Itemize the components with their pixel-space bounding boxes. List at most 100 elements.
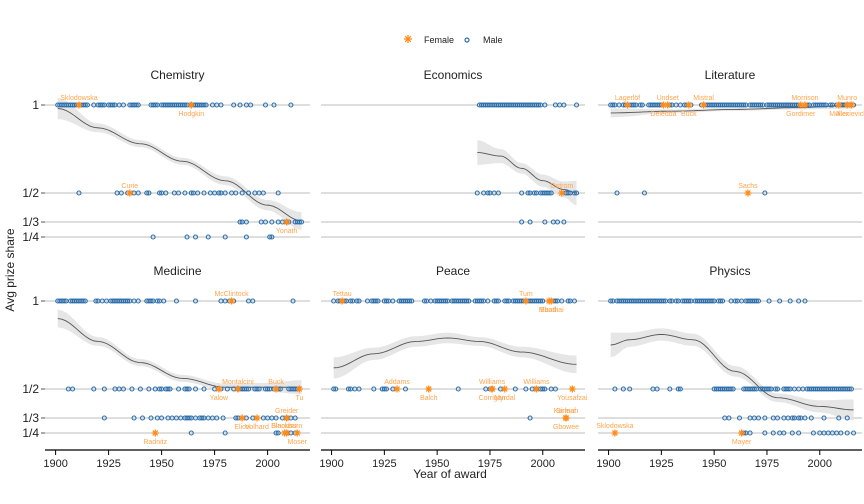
male-point <box>571 190 577 196</box>
male-point <box>531 190 537 196</box>
panel-title: Economics <box>424 68 483 82</box>
female-point-label: Balch <box>420 395 438 402</box>
female-point <box>75 101 83 109</box>
male-point <box>256 386 262 392</box>
female-point <box>126 189 134 197</box>
male-point <box>173 298 179 304</box>
male-point <box>717 298 724 304</box>
x-tick-label: 1975 <box>478 458 502 470</box>
female-point <box>393 385 401 393</box>
x-tick-label: 1975 <box>202 458 226 470</box>
male-point <box>135 102 141 108</box>
male-point <box>766 298 772 304</box>
male-point <box>348 298 354 304</box>
panel-title: Medicine <box>153 264 201 278</box>
female-point <box>151 429 159 437</box>
female-point <box>228 297 236 305</box>
female-point-label: Buck <box>268 379 284 386</box>
male-point <box>192 234 199 240</box>
male-point <box>741 102 747 108</box>
male-point <box>504 298 510 304</box>
male-point <box>218 102 224 108</box>
female-point-label: Volhard <box>245 424 269 431</box>
female-point-label: Gordimer <box>786 111 816 118</box>
smooth-line <box>610 334 854 411</box>
male-point <box>485 190 491 196</box>
male-point <box>421 298 428 304</box>
female-point-label: Elion <box>234 424 250 431</box>
male-point <box>774 415 781 421</box>
x-tick-label: 2000 <box>808 458 832 470</box>
male-point <box>728 386 734 392</box>
male-point <box>262 102 269 108</box>
male-point <box>231 102 237 108</box>
male-point <box>493 298 499 304</box>
y-tick-label: 1/3 <box>22 215 39 229</box>
panel-physics: Physics Sklodowska Mayer 1900 1925 1950 1975 20… <box>596 264 862 470</box>
male-point <box>535 102 542 108</box>
male-point <box>254 386 260 392</box>
female-point <box>272 385 280 393</box>
male-point <box>673 298 679 304</box>
male-point <box>608 298 614 304</box>
female-point <box>700 101 708 109</box>
female-point-label: Radnitz <box>143 439 167 446</box>
male-point <box>789 415 795 421</box>
female-point-label: Buck <box>681 111 697 118</box>
male-point <box>612 386 618 392</box>
x-tick-label: 1950 <box>702 458 726 470</box>
male-point <box>751 386 757 392</box>
female-point-label: Mistral <box>693 95 714 102</box>
female-point-label: Munro <box>837 95 857 102</box>
male-point <box>192 298 199 304</box>
male-point <box>167 386 173 392</box>
male-point <box>542 219 548 225</box>
male-point <box>110 102 116 108</box>
confidence-ribbon <box>57 309 302 395</box>
female-point <box>611 429 619 437</box>
female-point <box>488 385 496 393</box>
male-point <box>201 386 207 392</box>
female-point-label: Sklodowska <box>596 423 633 430</box>
male-point <box>561 102 567 108</box>
male-point <box>373 298 379 304</box>
female-point-label: Gbowee <box>553 424 579 431</box>
male-point <box>163 190 169 196</box>
male-point <box>273 430 279 436</box>
female-point <box>659 101 667 109</box>
male-point <box>290 298 296 304</box>
male-point <box>846 386 852 392</box>
male-point <box>781 430 787 436</box>
male-point <box>224 386 230 392</box>
female-point-label: McClintock <box>214 291 249 298</box>
female-point-label: Blackburn <box>271 423 302 430</box>
male-point <box>296 219 302 225</box>
male-point <box>512 386 518 392</box>
male-point <box>381 386 387 392</box>
male-point <box>245 190 252 196</box>
male-point <box>474 190 480 196</box>
male-point <box>237 219 243 225</box>
male-point <box>726 415 732 421</box>
male-point <box>182 102 188 108</box>
male-point <box>243 234 249 240</box>
male-point <box>148 415 154 421</box>
male-point <box>250 298 256 304</box>
male-point <box>233 190 239 196</box>
male-point <box>146 190 152 196</box>
female-point <box>685 101 693 109</box>
legend-female-marker <box>404 35 412 43</box>
male-point <box>144 190 150 196</box>
male-point <box>546 190 552 196</box>
male-point <box>205 234 211 240</box>
male-point <box>827 102 833 108</box>
male-point <box>243 219 249 225</box>
male-point <box>262 219 269 225</box>
female-point <box>187 101 195 109</box>
male-point <box>222 190 228 196</box>
female-point <box>843 101 851 109</box>
male-point <box>390 298 396 304</box>
female-point-label: Curie <box>121 183 138 190</box>
female-point-label: Müller <box>829 111 849 118</box>
panel-literature: Literature Lagerlöf Deledda Undset Buck Mistr… <box>598 68 864 238</box>
